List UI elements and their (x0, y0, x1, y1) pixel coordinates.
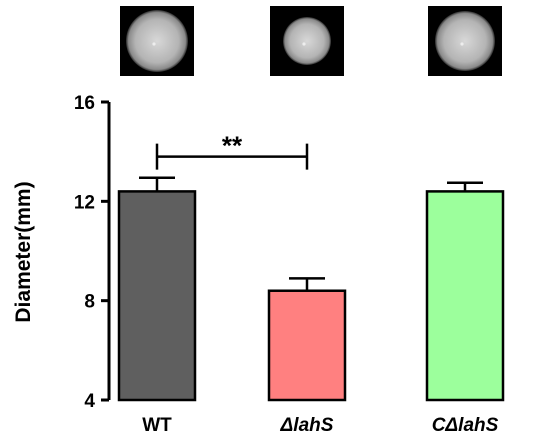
colony-disc (126, 10, 188, 72)
y-tick-label: 12 (74, 192, 95, 213)
bar (117, 190, 197, 402)
colony-image (270, 6, 344, 76)
y-axis-title: Diameter(mm) (12, 181, 35, 322)
colony-disc (435, 11, 495, 71)
colony-image (120, 6, 194, 76)
y-tick-label: 8 (84, 292, 95, 313)
significance-label: ** (222, 131, 243, 161)
x-tick-label: WT (142, 415, 172, 436)
colony-image (428, 6, 502, 76)
bars (117, 176, 505, 402)
y-axis: 4 8 12 16 (74, 93, 111, 412)
significance-bracket: ** (155, 131, 309, 170)
x-tick-label: CΔlahS (432, 415, 499, 436)
y-tick-label: 16 (74, 93, 95, 114)
y-tick-label: 4 (84, 391, 95, 412)
colony-center-spot (152, 42, 156, 46)
colony-center-spot (460, 42, 464, 46)
x-tick-label: ΔlahS (280, 415, 334, 436)
colony-center-spot (302, 42, 306, 46)
bar (425, 190, 505, 402)
colony-disc (283, 17, 331, 65)
x-axis-labels: WT ΔlahS CΔlahS (142, 415, 498, 436)
colony-images (120, 6, 502, 76)
bar (267, 289, 347, 402)
